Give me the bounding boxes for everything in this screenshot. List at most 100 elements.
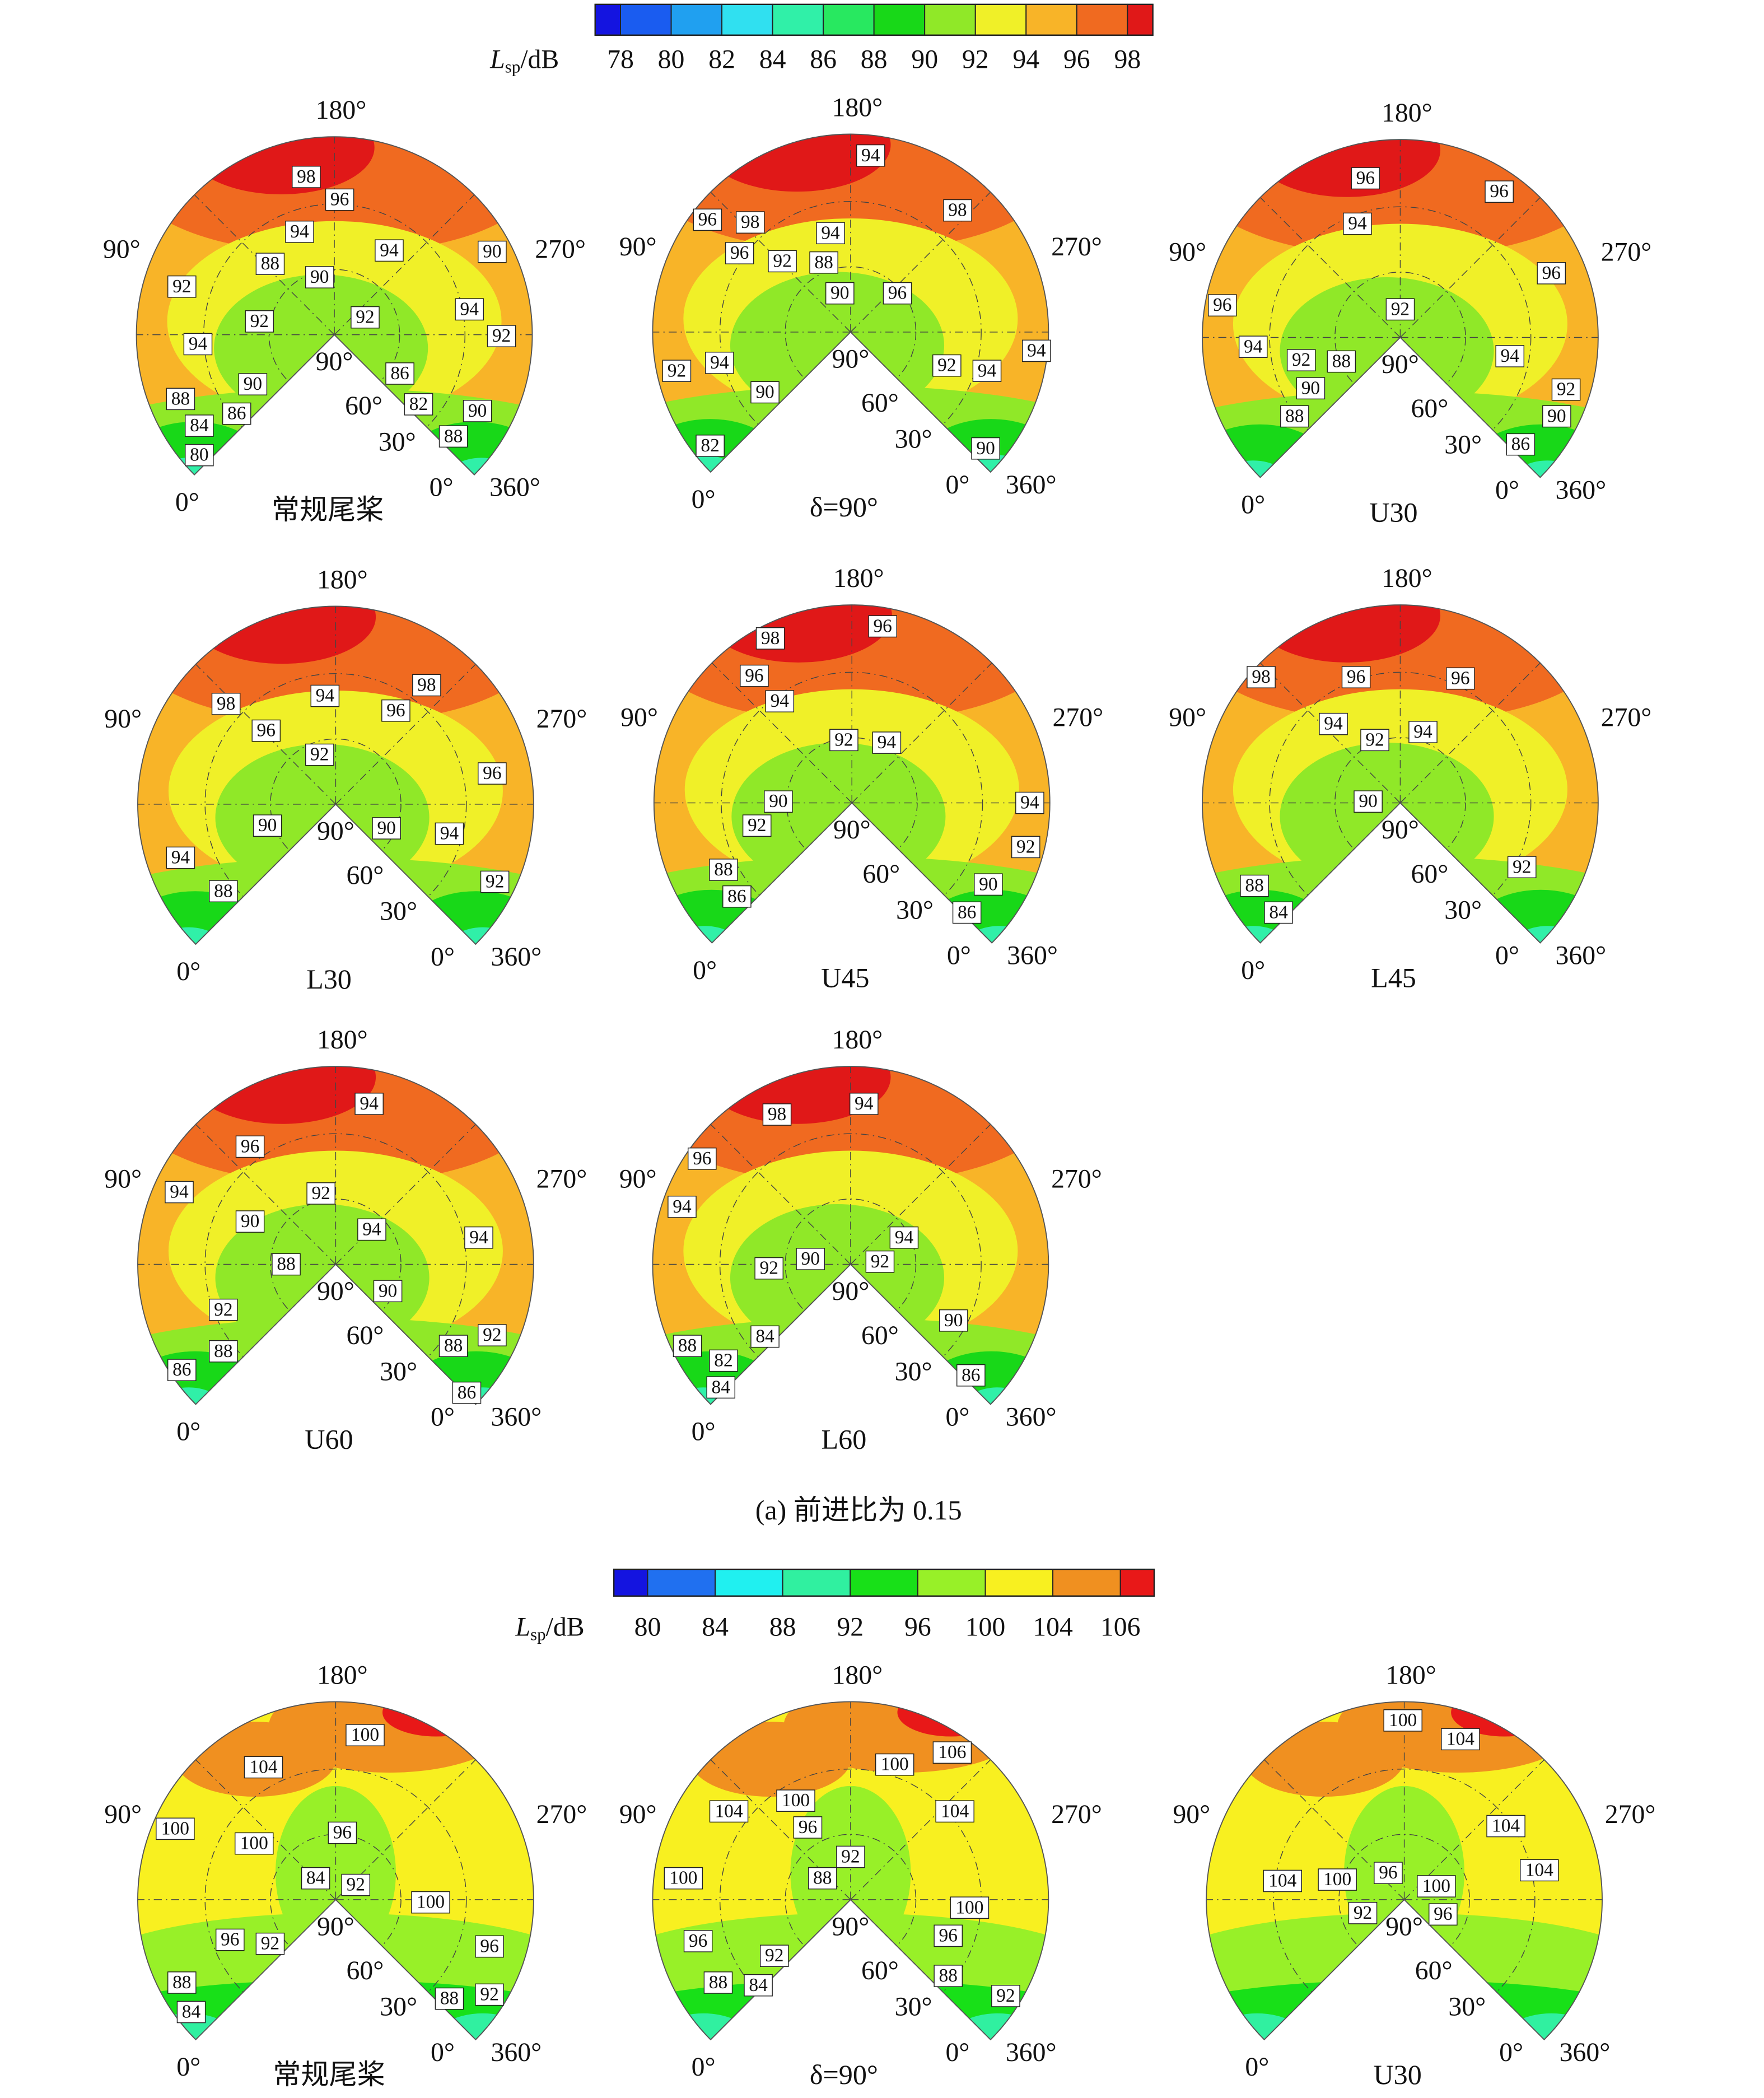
contour-label: 100 — [782, 1790, 810, 1811]
angle-label: 180° — [1382, 98, 1432, 128]
contour-label: 96 — [483, 763, 501, 784]
contour-label-box — [292, 166, 321, 188]
contour-label: 90 — [310, 267, 329, 287]
polar-panel: 180° 90° 270° 0° 0° 360° 90° 60° 30° δ=90° 94 98 96 9… — [619, 92, 1102, 523]
colorbar-unit: /dB — [546, 1612, 585, 1642]
contour-field — [652, 1701, 1049, 2040]
angle-label: 270° — [535, 235, 586, 264]
angle-label: 60° — [1411, 859, 1449, 889]
contour-label-box — [235, 1210, 265, 1233]
polar-grid — [1259, 197, 1401, 338]
angle-label: 360° — [1006, 470, 1057, 500]
contour-label: 92 — [356, 307, 374, 328]
contour-label: 92 — [996, 1985, 1015, 2006]
colorbar-tick-label: 92 — [962, 44, 989, 74]
contour-label: 96 — [333, 1822, 352, 1843]
contour-label: 96 — [1434, 1904, 1452, 1924]
contour-label-box — [722, 885, 752, 908]
contour-label: 96 — [330, 189, 349, 210]
contour-label-box — [487, 325, 516, 347]
contour-label-box — [1360, 729, 1389, 752]
contour-label: 90 — [976, 438, 995, 459]
angle-label: 90° — [317, 1276, 354, 1306]
contour-label-box — [668, 1195, 697, 1218]
contour-label: 90 — [241, 1211, 259, 1232]
contour-label: 96 — [241, 1136, 259, 1157]
contour-label: 92 — [773, 250, 791, 271]
contour-label: 90 — [1547, 405, 1566, 426]
contour-label: 100 — [669, 1868, 697, 1889]
contour-label: 92 — [871, 1251, 889, 1272]
colorbar-cell — [613, 1569, 648, 1597]
panel-title: 常规尾桨 — [272, 494, 384, 525]
panel-title: L60 — [822, 1424, 867, 1455]
angle-label: 360° — [1007, 941, 1058, 971]
angle-label: 360° — [1006, 1402, 1057, 1432]
colorbar-cell — [1052, 1569, 1121, 1597]
contour-label: 88 — [261, 253, 279, 274]
polar-outline — [653, 604, 1051, 944]
colorbar-symbol: L — [515, 1612, 530, 1642]
contour-label: 88 — [440, 1988, 459, 2009]
angle-label: 180° — [832, 1025, 883, 1055]
contour-label: 94 — [469, 1227, 488, 1248]
angle-label: 360° — [1555, 475, 1606, 505]
contour-label-box — [952, 901, 982, 924]
polar-grid — [1269, 206, 1532, 469]
contour-band — [188, 1066, 376, 1124]
contour-label: 86 — [1511, 434, 1530, 455]
contour-label-box — [972, 360, 1002, 383]
contour-label-box — [1011, 836, 1040, 859]
contour-label-box — [381, 699, 410, 722]
angle-label: 0° — [176, 2052, 200, 2082]
colorbar-tick-label: 96 — [1063, 44, 1090, 74]
contour-label-box — [1486, 1815, 1525, 1838]
contour-label-box — [1247, 666, 1276, 688]
contour-label: 90 — [830, 283, 849, 304]
contour-label-box — [709, 1349, 738, 1372]
contour-label: 96 — [386, 700, 405, 721]
contour-label-box — [849, 1093, 879, 1115]
contour-label: 88 — [1332, 351, 1351, 372]
contour-label-box — [740, 664, 769, 687]
angle-label: 90° — [619, 232, 657, 262]
angle-label: 180° — [317, 1025, 368, 1055]
angle-label: 0° — [431, 1402, 455, 1432]
colorbar-cell — [984, 1569, 1054, 1597]
polar-grid — [204, 1133, 467, 1396]
contour-label: 90 — [801, 1248, 820, 1269]
polar-panel: 180° 90° 270° 0° 0° 360° 90° 60° 30° U30 96 96 94 96 9… — [1169, 98, 1651, 528]
contour-label: 94 — [710, 352, 729, 373]
contour-label-box — [372, 817, 401, 840]
contour-label-box — [166, 846, 195, 869]
polar-outline — [137, 1066, 534, 1405]
colorbar-cell — [917, 1569, 986, 1597]
contour-label-box — [1343, 212, 1372, 235]
contour-label: 86 — [227, 403, 246, 424]
contour-band — [703, 1066, 891, 1124]
contour-label-box — [478, 762, 507, 785]
contour-label-box — [1341, 666, 1371, 688]
contour-label: 96 — [888, 283, 907, 304]
contour-label: 98 — [741, 212, 759, 232]
polar-outline — [137, 1701, 534, 2041]
angle-label: 0° — [692, 484, 716, 514]
contour-label-box — [253, 814, 282, 837]
angle-label: 0° — [1241, 955, 1265, 985]
contour-label-box — [750, 381, 780, 404]
panel-title: L30 — [306, 963, 352, 995]
contour-label: 100 — [161, 1818, 189, 1839]
contour-label-box — [776, 1789, 815, 1812]
contour-label-box — [889, 1226, 919, 1249]
polar-grid — [1273, 1768, 1536, 2031]
contour-label-box — [1240, 874, 1269, 897]
colorbar-tick-label: 92 — [837, 1612, 864, 1642]
contour-label-box — [950, 1896, 990, 1919]
angle-label: 30° — [380, 897, 417, 926]
contour-label: 96 — [698, 209, 717, 230]
contour-field — [1202, 605, 1598, 943]
contour-label-box — [796, 1248, 825, 1270]
angle-label: 180° — [317, 1660, 368, 1690]
contour-label: 92 — [492, 325, 511, 346]
